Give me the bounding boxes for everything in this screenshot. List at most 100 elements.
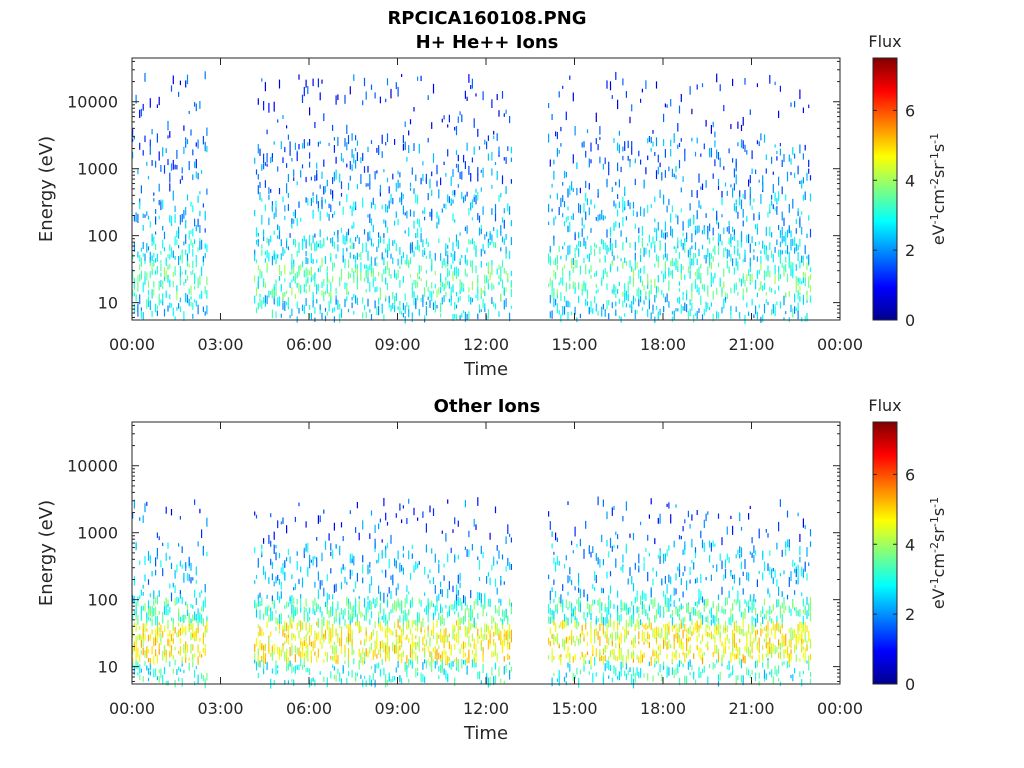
flux-cell <box>170 634 173 642</box>
flux-cell <box>394 600 396 610</box>
flux-cell <box>155 634 157 638</box>
flux-cell <box>399 615 401 623</box>
flux-cell <box>454 604 456 610</box>
flux-cell <box>376 170 378 174</box>
flux-cell <box>278 79 281 89</box>
flux-cell <box>772 304 774 314</box>
flux-cell <box>321 552 323 562</box>
flux-cell <box>755 169 757 174</box>
flux-cell <box>657 222 659 231</box>
flux-cell <box>473 617 475 628</box>
flux-cell <box>409 659 412 665</box>
flux-cell <box>445 172 447 177</box>
flux-cell <box>156 266 158 275</box>
flux-cell <box>638 150 640 157</box>
flux-cell <box>680 660 682 665</box>
flux-cell <box>721 306 723 314</box>
flux-cell <box>602 215 604 221</box>
flux-cell <box>503 157 505 161</box>
flux-cell <box>319 229 321 238</box>
flux-cell <box>394 644 396 654</box>
flux-cell <box>771 250 773 259</box>
flux-cell <box>199 275 201 286</box>
flux-cell <box>804 144 806 151</box>
flux-cell <box>714 131 716 138</box>
flux-cell <box>438 238 440 243</box>
flux-cell <box>300 651 302 659</box>
flux-cell <box>771 232 773 238</box>
colorbar-gradient <box>872 57 898 321</box>
flux-cell <box>347 671 350 676</box>
flux-cell <box>648 617 650 627</box>
flux-cell <box>397 601 399 608</box>
flux-cell <box>510 288 512 297</box>
flux-cell <box>624 313 626 317</box>
flux-cell <box>509 598 511 606</box>
flux-cell <box>574 640 576 647</box>
flux-cell <box>192 313 194 319</box>
flux-cell <box>303 139 305 149</box>
flux-cell <box>332 625 334 632</box>
flux-cell <box>376 654 378 659</box>
flux-cell <box>394 139 396 145</box>
flux-cell <box>579 656 581 660</box>
flux-cell <box>172 668 174 674</box>
flux-cell <box>696 601 698 608</box>
flux-cell <box>601 209 603 220</box>
flux-cell <box>641 601 643 609</box>
flux-cell <box>392 582 394 586</box>
flux-cell <box>417 618 419 627</box>
flux-cell <box>379 236 381 244</box>
flux-cell <box>139 255 141 262</box>
flux-cell <box>367 266 369 274</box>
flux-cell <box>551 652 553 663</box>
flux-cell <box>332 276 334 282</box>
flux-cell <box>579 538 581 547</box>
flux-cell <box>413 291 415 297</box>
flux-cell <box>424 629 426 633</box>
flux-cell <box>650 136 652 144</box>
flux-cell <box>259 269 261 279</box>
flux-cell <box>609 665 612 671</box>
flux-cell <box>310 313 312 320</box>
flux-cell <box>678 598 681 602</box>
flux-cell <box>194 161 196 168</box>
flux-cell <box>332 655 334 661</box>
flux-cell <box>202 618 204 626</box>
flux-cell <box>684 652 686 663</box>
flux-cell <box>284 680 286 685</box>
flux-cell <box>455 234 458 242</box>
flux-cell <box>647 204 649 214</box>
flux-cell <box>509 670 511 680</box>
flux-cell <box>395 629 397 636</box>
flux-cell <box>549 194 551 199</box>
flux-cell <box>494 242 497 248</box>
flux-cell <box>370 218 373 226</box>
flux-cell <box>140 668 142 673</box>
flux-cell <box>303 612 305 622</box>
flux-cell <box>475 195 477 205</box>
flux-cell <box>386 283 389 291</box>
flux-cell <box>401 194 403 201</box>
flux-cell <box>620 667 622 677</box>
flux-cell <box>455 667 458 671</box>
flux-cell <box>367 250 369 261</box>
flux-cell <box>480 630 482 639</box>
flux-cell <box>417 563 419 569</box>
flux-cell <box>756 256 758 262</box>
flux-cell <box>567 501 569 505</box>
flux-cell <box>655 286 658 293</box>
flux-cell <box>278 579 281 585</box>
flux-cell <box>724 296 727 301</box>
flux-cell <box>756 311 758 317</box>
x-tick-label: 21:00 <box>728 335 774 354</box>
flux-cell <box>409 182 412 187</box>
flux-cell <box>264 251 266 255</box>
flux-cell <box>693 216 695 225</box>
flux-cell <box>358 253 360 258</box>
flux-cell <box>790 172 792 176</box>
flux-cell <box>774 192 776 202</box>
flux-cell <box>339 545 341 556</box>
flux-cell <box>434 553 436 563</box>
flux-cell <box>356 152 358 161</box>
